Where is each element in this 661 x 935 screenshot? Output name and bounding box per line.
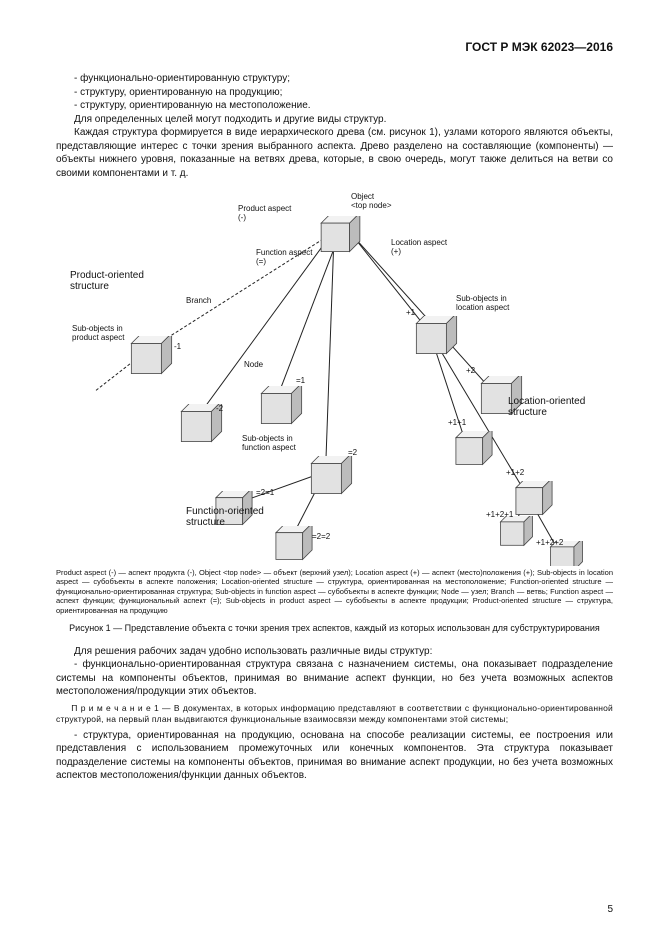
diagram-label: Location aspect (+) <box>391 238 447 256</box>
intro-line-2: Для определенных целей могут подходить и… <box>56 113 613 127</box>
diagram-edge <box>325 250 334 472</box>
cube-l11 <box>451 431 497 482</box>
figure-caption: Рисунок 1 — Представление объекта с точк… <box>56 623 613 633</box>
intro-para: Каждая структура формируется в виде иера… <box>56 126 613 180</box>
diagram-label: Product aspect (-) <box>238 204 291 222</box>
cube-p1 <box>126 336 177 392</box>
diagram-label: Function-oriented structure <box>186 506 264 528</box>
diagram-glossary: Product aspect (-) — аспект продукта (-)… <box>56 568 613 615</box>
diagram-label: +1+2 <box>506 468 524 477</box>
bullet-3: - структуру, ориентированную на местопол… <box>56 99 613 113</box>
diagram-label: =2 <box>348 448 357 457</box>
page-number: 5 <box>607 904 613 915</box>
diagram-label: Branch <box>186 296 211 305</box>
diagram-label: Location-oriented structure <box>508 396 585 418</box>
diagram-label: Product-oriented structure <box>70 270 144 292</box>
diagram-label: Node <box>244 360 263 369</box>
diagram-label: =1 <box>296 376 305 385</box>
cube-f22 <box>271 526 317 566</box>
bullet-2: - структуру, ориентированную на продукци… <box>56 86 613 100</box>
diagram-label: Function aspect (=) <box>256 248 312 266</box>
cube-l121 <box>496 516 537 562</box>
diagram-label: +1 <box>406 308 415 317</box>
diagram-label: -1 <box>174 342 181 351</box>
diagram-label: Sub-objects in function aspect <box>242 434 296 452</box>
diagram-label: +2 <box>466 366 475 375</box>
diagram-label: Object <top node> <box>351 192 391 210</box>
diagram-label: =2=2 <box>312 532 330 541</box>
cube-l1 <box>411 316 462 372</box>
diagram-label: +1+2+1 <box>486 510 513 519</box>
body-lead: Для решения рабочих задач удобно использ… <box>56 645 613 659</box>
diagram-label: -2 <box>216 404 223 413</box>
cube-f2 <box>306 456 357 512</box>
diagram-label: +1+2+2 <box>536 538 563 547</box>
aspect-tree-diagram: Object <top node> Product aspect (-) Funct… <box>56 186 613 566</box>
diagram-label: Sub-objects in product aspect <box>72 324 124 342</box>
note-1: П р и м е ч а н и е 1 — В документах, в … <box>56 703 613 725</box>
diagram-label: =2=1 <box>256 488 274 497</box>
page: ГОСТ Р МЭК 62023—2016 - функционально-ор… <box>0 0 661 935</box>
diagram-label: Sub-objects in location aspect <box>456 294 509 312</box>
bullet-1: - функционально-ориентированную структур… <box>56 72 613 86</box>
diagram-label: +1+1 <box>448 418 466 427</box>
doc-id: ГОСТ Р МЭК 62023—2016 <box>465 40 613 54</box>
cube-top <box>316 216 365 270</box>
body-bullet-func: - функционально-ориентированная структур… <box>56 658 613 699</box>
body-bullet-prod: - структура, ориентированная на продукци… <box>56 729 613 783</box>
